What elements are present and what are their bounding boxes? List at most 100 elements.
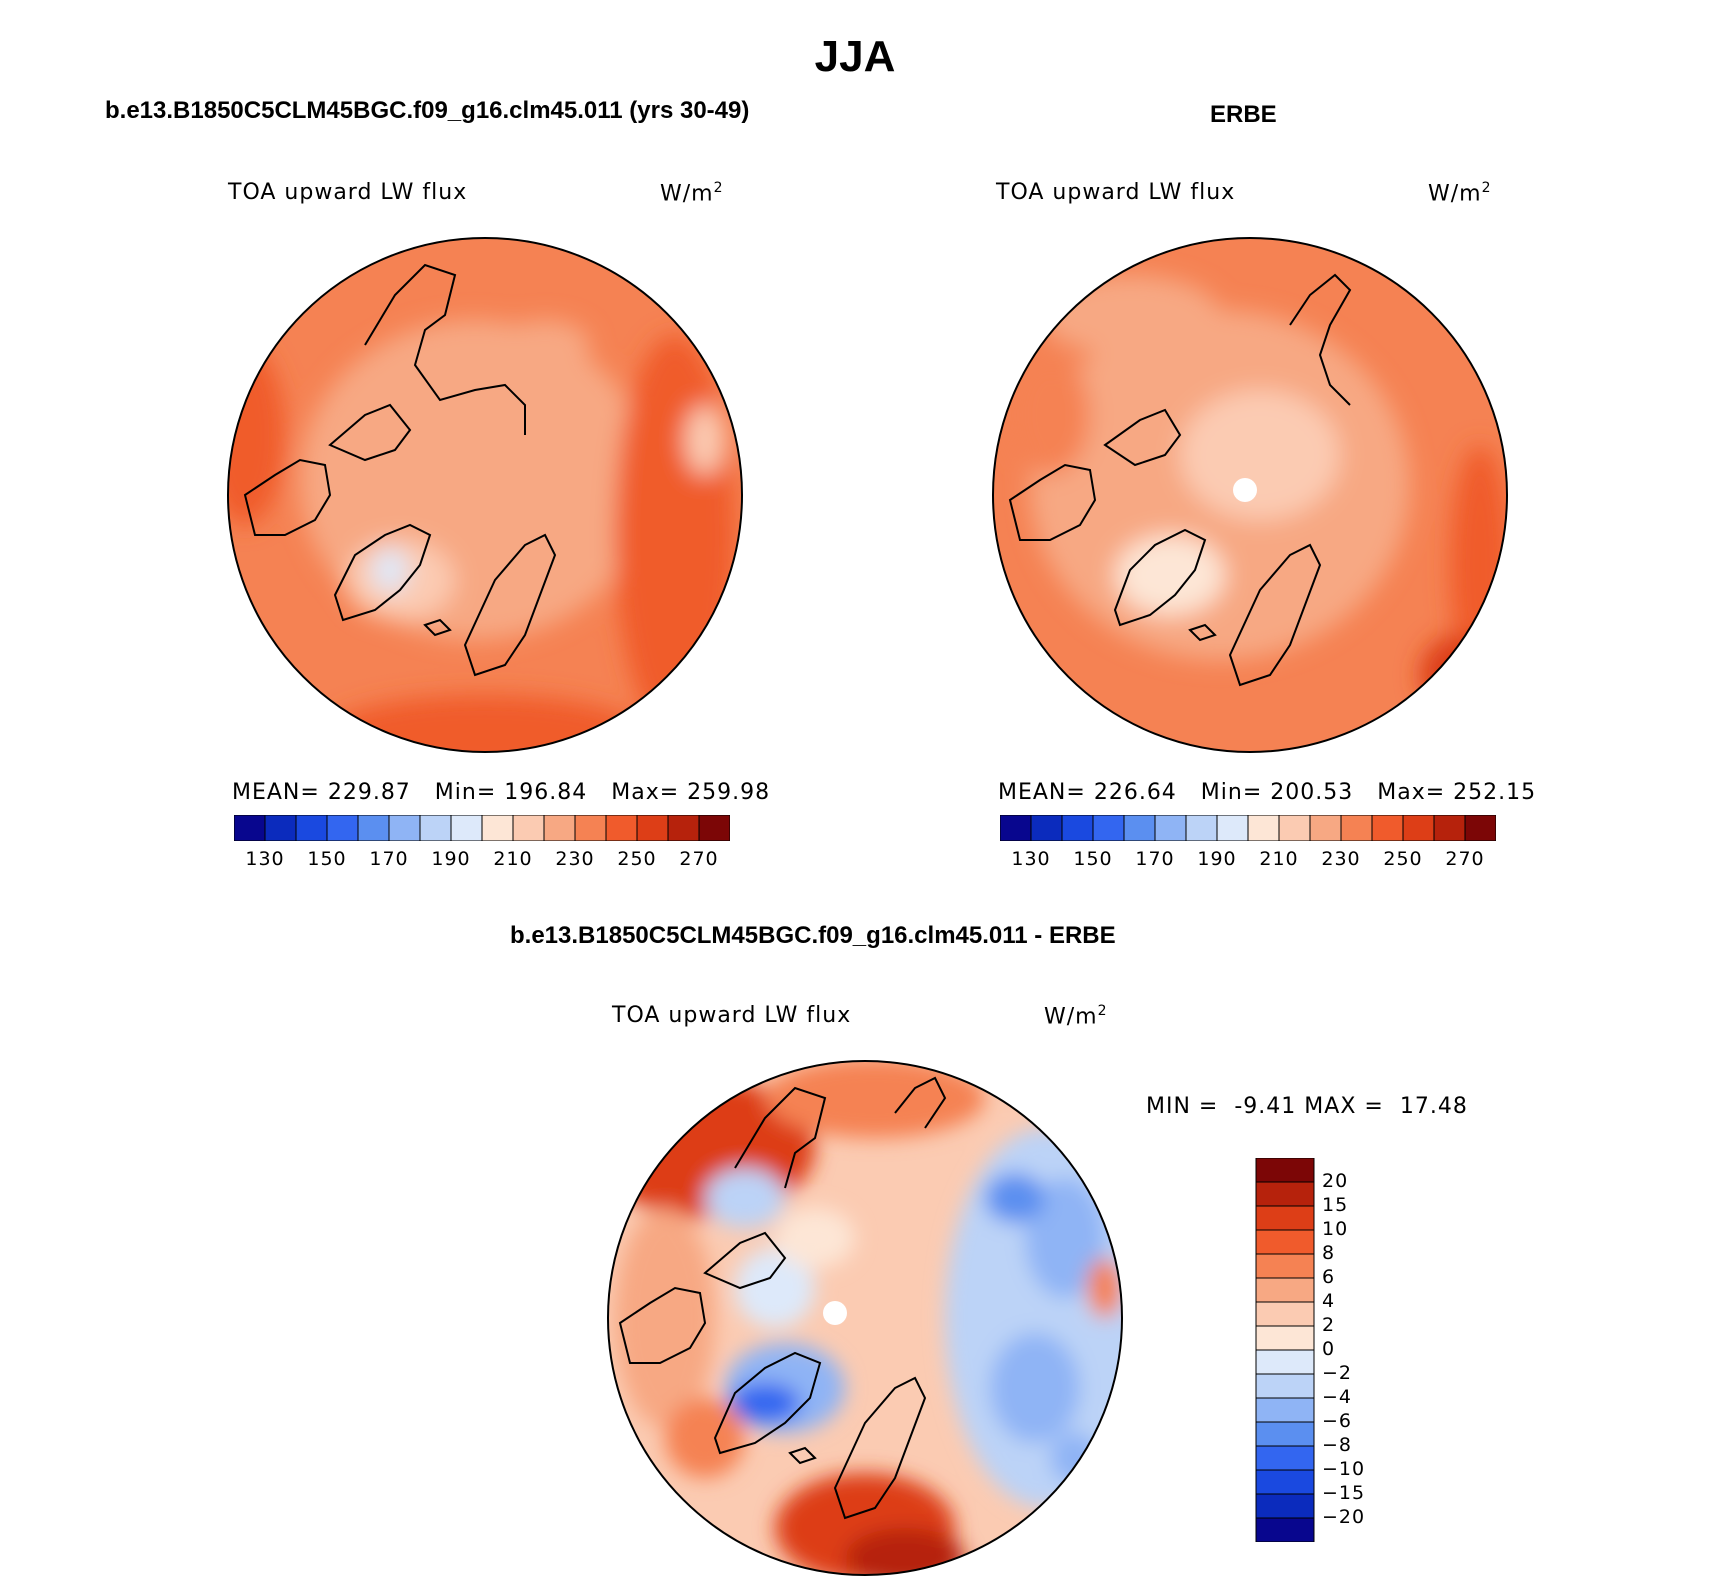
colorbar-tick-label: −6 [1322,1410,1353,1432]
colorbar-swatch [1255,1517,1315,1542]
panel3-variable-label: TOA upward LW flux [612,1003,852,1028]
colorbar-tick-label: 150 [307,848,347,870]
panel1-field [228,238,742,752]
colorbar-swatch [1309,815,1342,841]
panel2-stats: MEAN= 226.64 Min= 200.53 Max= 252.15 [998,780,1537,805]
colorbar-swatch [1255,1325,1315,1351]
panel1-colorbar [234,815,730,841]
colorbar-swatch [698,815,730,841]
colorbar-tick-label: 150 [1073,848,1113,870]
colorbar-tick-label: 210 [493,848,533,870]
colorbar-swatch [1000,815,1032,841]
colorbar-tick-label: −20 [1322,1506,1366,1528]
colorbar-swatch [1255,1373,1315,1399]
panel2-colorbar-ticks: 130 150 170 190 210 230 250 270 [1000,848,1496,874]
colorbar-swatch [357,815,390,841]
colorbar-tick-label: 270 [1445,848,1485,870]
colorbar-tick-label: 130 [245,848,285,870]
panel1-stats: MEAN= 229.87 Min= 196.84 Max= 259.98 [232,780,771,805]
colorbar-swatch [1030,815,1063,841]
colorbar-swatch [1255,1229,1315,1255]
panel3-coastlines [618,1076,947,1520]
colorbar-swatch [636,815,669,841]
colorbar-tick-label: 170 [1135,848,1175,870]
panel3-title: b.e13.B1850C5CLM45BGC.f09_g16.clm45.011 … [510,922,1116,949]
colorbar-swatch [450,815,483,841]
colorbar-tick-label: −4 [1322,1386,1353,1408]
colorbar-tick-label: 270 [679,848,719,870]
colorbar-swatch [512,815,545,841]
panel2-polar-map [992,237,1508,753]
colorbar-swatch [1255,1205,1315,1231]
colorbar-swatch [481,815,514,841]
colorbar-swatch [1255,1253,1315,1279]
colorbar-swatch [1255,1421,1315,1447]
colorbar-swatch [1464,815,1496,841]
colorbar-tick-label: 190 [1197,848,1237,870]
colorbar-swatch [1255,1277,1315,1303]
colorbar-swatch [1371,815,1404,841]
colorbar-swatch [574,815,607,841]
colorbar-swatch [326,815,359,841]
colorbar-swatch [1255,1493,1315,1519]
panel1-units-label: W/m2 [660,180,724,207]
colorbar-swatch [667,815,700,841]
colorbar-tick-label: −10 [1322,1458,1366,1480]
colorbar-swatch [1402,815,1435,841]
colorbar-swatch [234,815,266,841]
colorbar-swatch [295,815,328,841]
colorbar-tick-label: −2 [1322,1362,1353,1384]
colorbar-tick-label: 2 [1322,1314,1336,1336]
colorbar-swatch [1255,1158,1315,1183]
figure-title: JJA [814,32,896,81]
colorbar-swatch [1255,1301,1315,1327]
colorbar-swatch [1255,1469,1315,1495]
panel2-title: ERBE [1210,101,1277,128]
colorbar-swatch [605,815,638,841]
colorbar-tick-label: 250 [617,848,657,870]
colorbar-tick-label: 190 [431,848,471,870]
colorbar-swatch [1123,815,1156,841]
colorbar-tick-label: 0 [1322,1338,1336,1360]
colorbar-tick-label: 15 [1322,1194,1349,1216]
colorbar-swatch [1255,1181,1315,1207]
panel3-field [608,1061,1122,1575]
panel1-coastlines [243,263,557,677]
colorbar-tick-label: 6 [1322,1266,1336,1288]
colorbar-swatch [1247,815,1280,841]
colorbar-swatch [1092,815,1125,841]
colorbar-tick-label: 8 [1322,1242,1336,1264]
colorbar-swatch [1061,815,1094,841]
panel3-units-label: W/m2 [1044,1003,1108,1030]
panel1-colorbar-ticks: 130 150 170 190 210 230 250 270 [234,848,730,874]
panel3-colorbar [1255,1158,1315,1542]
colorbar-swatch [1278,815,1311,841]
colorbar-swatch [264,815,297,841]
colorbar-tick-label: 10 [1322,1218,1349,1240]
colorbar-swatch [1154,815,1187,841]
panel2-coastlines [1008,273,1352,687]
colorbar-tick-label: 20 [1322,1170,1349,1192]
colorbar-tick-label: −8 [1322,1434,1353,1456]
panel2-field [993,238,1507,752]
colorbar-tick-label: 230 [1321,848,1361,870]
colorbar-tick-label: 170 [369,848,409,870]
panel3-colorbar-ticks: 20 15 10 8 6 4 2 0 −2 −4 −6 −8 −10 −15 −20 [1322,1158,1402,1542]
panel2-variable-label: TOA upward LW flux [996,180,1236,205]
panel1-title: b.e13.B1850C5CLM45BGC.f09_g16.clm45.011 … [105,97,750,124]
colorbar-tick-label: 4 [1322,1290,1336,1312]
panel2-units-label: W/m2 [1428,180,1492,207]
panel1-variable-label: TOA upward LW flux [228,180,468,205]
colorbar-tick-label: 230 [555,848,595,870]
panel2-colorbar [1000,815,1496,841]
colorbar-swatch [1255,1397,1315,1423]
colorbar-swatch [1255,1445,1315,1471]
colorbar-swatch [1216,815,1249,841]
colorbar-swatch [1340,815,1373,841]
panel3-polar-map [607,1060,1123,1576]
colorbar-swatch [543,815,576,841]
colorbar-swatch [1255,1349,1315,1375]
colorbar-tick-label: −15 [1322,1482,1366,1504]
panel1-polar-map [227,237,743,753]
colorbar-tick-label: 250 [1383,848,1423,870]
